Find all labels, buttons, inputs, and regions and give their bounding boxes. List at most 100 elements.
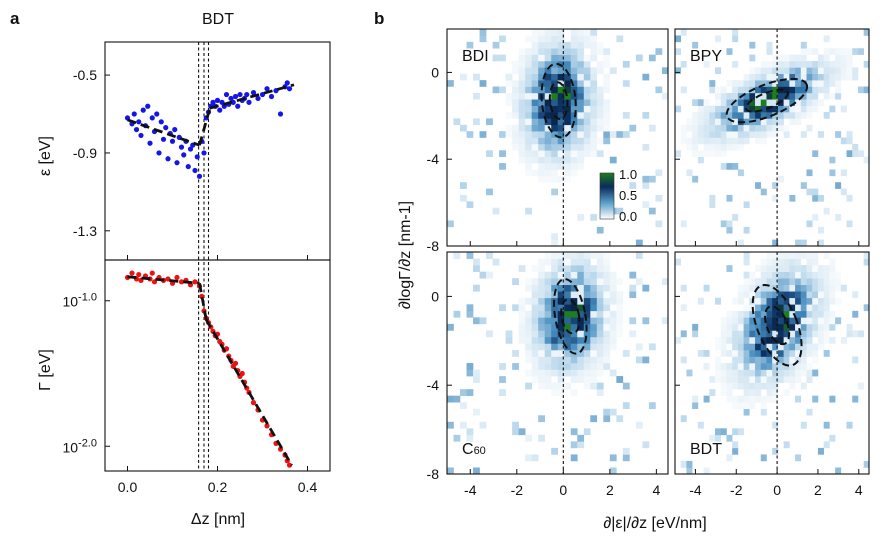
heatmap-cell bbox=[538, 336, 546, 344]
heatmap-cell bbox=[518, 143, 526, 151]
heatmap-cell bbox=[544, 48, 552, 55]
heatmap-cell bbox=[447, 323, 454, 331]
heatmap-cell bbox=[709, 80, 716, 87]
heatmap-cell bbox=[709, 252, 716, 253]
heatmap-cell bbox=[857, 48, 864, 55]
heatmap-cell bbox=[525, 92, 532, 100]
heatmap-cell bbox=[806, 67, 813, 75]
heatmap-cell bbox=[755, 86, 762, 94]
heatmap-cell bbox=[743, 349, 750, 357]
heatmap-cell bbox=[531, 363, 539, 370]
heatmap-cell bbox=[570, 29, 578, 30]
heatmap-cell bbox=[629, 271, 637, 279]
heatmap-cell bbox=[840, 169, 847, 177]
gamma-axis-label: Γ [eV] bbox=[37, 349, 54, 391]
eps-point bbox=[196, 173, 203, 179]
heatmap-cell bbox=[789, 323, 796, 331]
heatmap-cell bbox=[544, 29, 552, 36]
heatmap-cell bbox=[551, 349, 559, 357]
heatmap-cell bbox=[551, 105, 559, 113]
heatmap-cell bbox=[538, 330, 546, 338]
heatmap-cell bbox=[544, 336, 552, 344]
heatmap-cell bbox=[846, 330, 853, 338]
heatmap-cell bbox=[518, 80, 526, 87]
heatmap-cell bbox=[460, 182, 467, 189]
heatmap-cell bbox=[737, 369, 744, 377]
eps-point bbox=[154, 111, 160, 117]
heatmap-cell bbox=[760, 376, 767, 383]
heatmap-cell bbox=[596, 112, 604, 119]
heatmap-cell bbox=[755, 80, 762, 87]
heatmap-cell bbox=[732, 428, 739, 436]
heatmap-cell bbox=[737, 363, 744, 370]
heatmap-cell bbox=[789, 343, 796, 351]
heatmap-cell bbox=[570, 369, 578, 377]
eps-point bbox=[178, 144, 185, 150]
heatmap-cell bbox=[531, 112, 539, 119]
heatmap-cell bbox=[846, 54, 853, 62]
heatmap-cell bbox=[551, 265, 559, 272]
heatmap-cell bbox=[648, 343, 656, 351]
heatmap-cell bbox=[806, 48, 813, 55]
heatmap-cell bbox=[715, 99, 722, 106]
heatmap-cell bbox=[789, 369, 796, 377]
heatmap-label-bdt: BDT bbox=[690, 441, 722, 458]
heatmap-cell bbox=[777, 67, 784, 75]
heatmap-cell bbox=[829, 271, 836, 279]
heatmap-cell bbox=[680, 284, 687, 292]
heatmap-cell bbox=[800, 182, 807, 189]
heatmap-cell bbox=[557, 156, 565, 164]
heatmap-cell bbox=[795, 60, 802, 68]
heatmap-cell bbox=[680, 131, 687, 138]
heatmap-cell bbox=[772, 112, 779, 119]
heatmap-cell bbox=[538, 363, 546, 370]
heatmap-cell bbox=[817, 60, 824, 68]
heatmap-cell bbox=[603, 317, 611, 325]
heatmap-cell bbox=[732, 402, 739, 410]
heatmap-cell bbox=[583, 118, 591, 126]
heatmap-cell bbox=[590, 99, 598, 106]
heatmap-cell bbox=[538, 284, 546, 292]
heatmap-cell bbox=[760, 80, 767, 87]
heatmap-cell bbox=[835, 214, 842, 221]
heatmap-cell bbox=[817, 284, 824, 292]
eps-point bbox=[181, 152, 187, 158]
heatmap-cell bbox=[783, 99, 790, 106]
heatmap-cell bbox=[583, 304, 591, 312]
heatmap-cell bbox=[812, 343, 819, 351]
heatmap-cell bbox=[795, 252, 802, 259]
heatmap-cell bbox=[737, 105, 744, 113]
heatmap-cell bbox=[737, 343, 744, 351]
heatmap-cell bbox=[505, 112, 513, 119]
heatmap-cell bbox=[603, 356, 611, 364]
heatmap-cell bbox=[800, 284, 807, 292]
heatmap-cell bbox=[570, 54, 578, 62]
heatmap-cell bbox=[596, 105, 604, 113]
heatmap-cell bbox=[642, 201, 650, 209]
heatmap-cell bbox=[703, 60, 710, 68]
heatmap-cell bbox=[812, 80, 819, 87]
heatmap-cell bbox=[570, 336, 578, 344]
heatmap-cell bbox=[766, 252, 773, 259]
heatmap-cell bbox=[726, 131, 733, 138]
heatmap-cell bbox=[749, 291, 756, 299]
heatmap-cell bbox=[732, 214, 739, 221]
heatmap-cell bbox=[596, 60, 604, 68]
heatmap-cell bbox=[806, 408, 813, 416]
heatmap-cell bbox=[715, 343, 722, 351]
heatmap-cell bbox=[544, 35, 552, 43]
heatmap-cell bbox=[590, 317, 598, 325]
heatmap-cell bbox=[863, 252, 869, 259]
heatmap-cell bbox=[777, 330, 784, 338]
heatmap-cell bbox=[732, 441, 739, 449]
heatmap-cell bbox=[518, 265, 526, 272]
heatmap-cell bbox=[590, 124, 598, 132]
heatmap-cell bbox=[635, 239, 643, 246]
heatmap-cell bbox=[829, 29, 836, 30]
heatmap-cell bbox=[538, 415, 546, 423]
heatmap-cell bbox=[564, 363, 572, 370]
heatmap-cell bbox=[544, 382, 552, 390]
heatmap-cell bbox=[772, 131, 779, 138]
heatmap-cell bbox=[577, 67, 585, 75]
heatmap-cell bbox=[531, 310, 539, 318]
